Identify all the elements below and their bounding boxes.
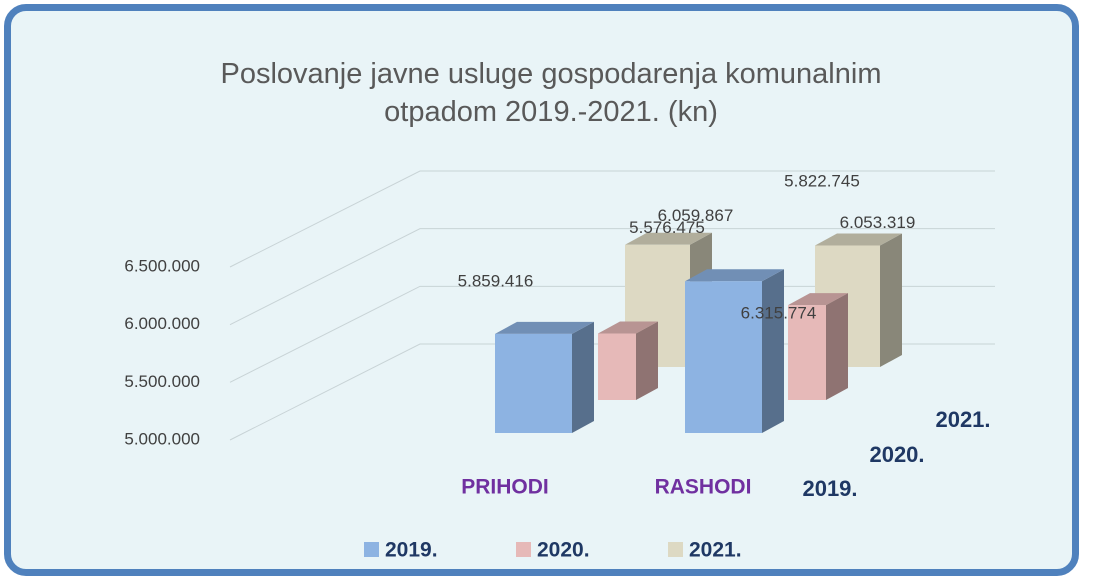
bar-side: [826, 293, 848, 400]
bar-top: [685, 269, 784, 282]
y-tick-label: 5.000.000: [124, 429, 200, 448]
bar: [598, 333, 636, 400]
bar: [788, 305, 826, 400]
x-tick-label: RASHODI: [655, 476, 752, 499]
bar-top: [815, 233, 902, 246]
depth-label: 2020.: [869, 442, 924, 467]
grid-line: [229, 285, 995, 383]
grid-line: [229, 170, 995, 268]
value-label: 5.576.475: [629, 218, 705, 237]
value-label: 5.822.745: [784, 172, 860, 191]
chart-title: Poslovanje javne usluge gospodarenja kom…: [220, 58, 882, 128]
bar-side: [572, 321, 594, 433]
bar-top: [495, 321, 594, 334]
value-label: 6.059.867: [658, 206, 734, 225]
grid-line: [229, 228, 995, 326]
y-tick-label: 6.000.000: [124, 314, 200, 333]
y-tick-label: 5.500.000: [124, 372, 200, 391]
bar: [685, 281, 762, 433]
legend-label: 2021.: [689, 539, 742, 562]
bar: [495, 333, 572, 433]
x-tick-label: PRIHODI: [461, 476, 549, 499]
value-label: 5.859.416: [458, 271, 534, 290]
legend-swatch: [364, 542, 379, 557]
depth-label: 2021.: [935, 407, 990, 432]
depth-label: 2019.: [802, 476, 857, 501]
bar-top: [598, 321, 658, 334]
y-tick-label: 6.500.000: [124, 256, 200, 275]
value-label: 6.053.319: [840, 213, 916, 232]
bar-top: [625, 232, 712, 245]
bar-side: [880, 233, 902, 367]
legend-label: 2020.: [537, 539, 590, 562]
bar-top: [788, 293, 848, 306]
bar-side: [762, 269, 784, 433]
value-label: 6.315.774: [741, 304, 817, 323]
legend-swatch: [516, 542, 531, 557]
legend-swatch: [668, 542, 683, 557]
legend-label: 2019.: [385, 539, 438, 562]
bar-side: [636, 321, 658, 400]
